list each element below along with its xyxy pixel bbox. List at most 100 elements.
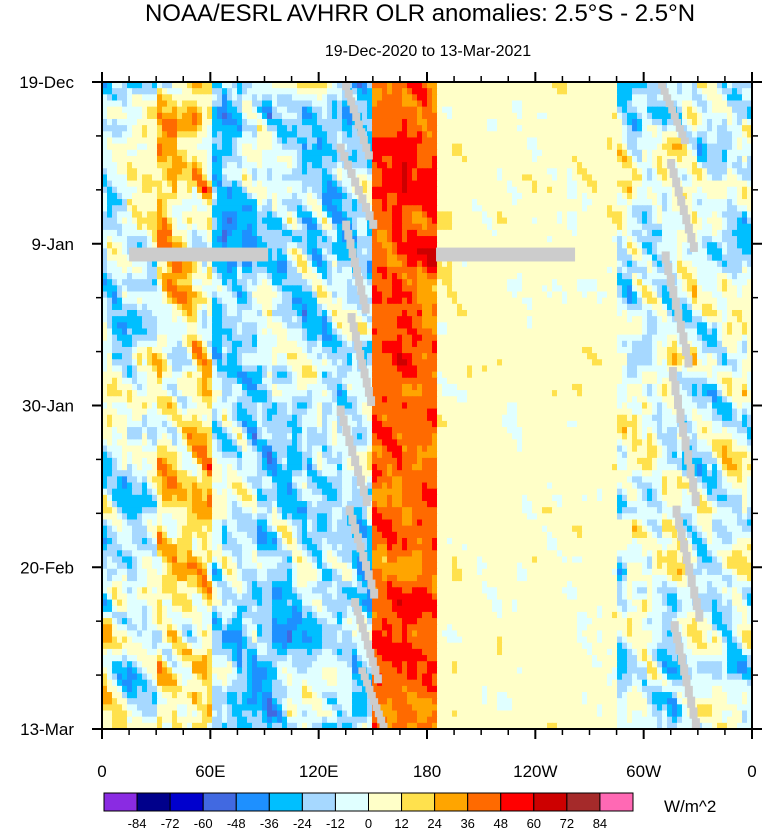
heatmap-cell [327,94,333,102]
heatmap-cell [422,162,428,169]
heatmap-cell [477,205,483,212]
heatmap-cell [242,149,248,157]
heatmap-cell [542,131,548,139]
heatmap-cell [117,186,123,194]
heatmap-cell [272,316,278,323]
heatmap-cell [387,217,393,225]
heatmap-cell [737,273,743,280]
heatmap-cell [467,82,473,89]
heatmap-cell [197,229,203,237]
heatmap-cell [627,118,633,126]
heatmap-cell [587,174,593,182]
heatmap-cell [257,279,263,286]
heatmap-cell [717,309,723,317]
heatmap-cell [707,309,713,317]
heatmap-cell [297,162,303,169]
heatmap-cell [567,186,573,194]
heatmap-cell [732,211,738,219]
heatmap-cell [477,149,483,157]
heatmap-cell [227,137,233,145]
heatmap-cell [157,316,163,323]
heatmap-cell [517,186,523,194]
heatmap-cell [462,186,468,194]
heatmap-cell [697,297,703,305]
heatmap-cell [142,297,148,305]
heatmap-cell [702,229,708,237]
heatmap-cell [492,143,498,151]
heatmap-cell [277,137,283,145]
heatmap-cell [337,180,343,188]
heatmap-cell [577,205,583,212]
heatmap-cell [322,94,328,102]
heatmap-cell [597,236,603,243]
heatmap-cell [477,260,483,268]
heatmap-cell [382,254,388,262]
heatmap-cell [187,118,193,126]
heatmap-cell [572,174,578,182]
heatmap-cell [737,82,743,89]
heatmap-cell [732,94,738,102]
heatmap-cell [732,186,738,194]
heatmap-cell [157,106,163,114]
heatmap-cell [742,174,748,182]
heatmap-cell [402,82,408,89]
heatmap-cell [172,211,178,219]
heatmap-cell [447,149,453,157]
heatmap-cell [472,94,478,102]
heatmap-cell [372,162,378,169]
heatmap-cell [402,223,408,231]
heatmap-cell [597,211,603,219]
heatmap-cell [407,291,413,299]
heatmap-cell [622,149,628,157]
heatmap-cell [182,155,188,163]
heatmap-cell [582,180,588,188]
heatmap-cell [632,149,638,157]
heatmap-cell [207,223,213,231]
heatmap-cell [177,266,183,274]
heatmap-cell [747,88,753,95]
heatmap-cell [117,94,123,102]
heatmap-cell [147,205,153,212]
heatmap-cell [487,186,493,194]
heatmap-cell [242,309,248,317]
heatmap-cell [282,112,288,120]
heatmap-cell [622,291,628,299]
heatmap-cell [677,82,683,89]
heatmap-cell [187,131,193,139]
heatmap-cell [522,242,528,249]
heatmap-cell [237,137,243,145]
heatmap-cell [527,273,533,280]
heatmap-cell [417,82,423,89]
heatmap-cell [412,217,418,225]
heatmap-cell [392,254,398,262]
heatmap-cell [532,266,538,274]
heatmap-cell [292,273,298,280]
heatmap-cell [132,285,138,293]
heatmap-cell [237,316,243,323]
heatmap-cell [502,199,508,206]
heatmap-cell [432,94,438,102]
heatmap-cell [747,211,753,219]
heatmap-cell [397,199,403,206]
heatmap-cell [482,199,488,206]
heatmap-cell [177,273,183,280]
heatmap-cell [592,291,598,299]
heatmap-cell [232,285,238,293]
heatmap-cell [287,266,293,274]
heatmap-cell [172,174,178,182]
heatmap-cell [392,297,398,305]
heatmap-cell [122,174,128,182]
heatmap-cell [662,186,668,194]
heatmap-cell [447,273,453,280]
heatmap-cell [492,94,498,102]
heatmap-cell [187,223,193,231]
heatmap-cell [242,199,248,206]
heatmap-cell [327,236,333,243]
heatmap-cell [652,106,658,114]
heatmap-cell [147,186,153,194]
heatmap-cell [207,316,213,323]
heatmap-cell [422,266,428,274]
heatmap-cell [342,266,348,274]
heatmap-cell [492,279,498,286]
heatmap-cell [192,309,198,317]
